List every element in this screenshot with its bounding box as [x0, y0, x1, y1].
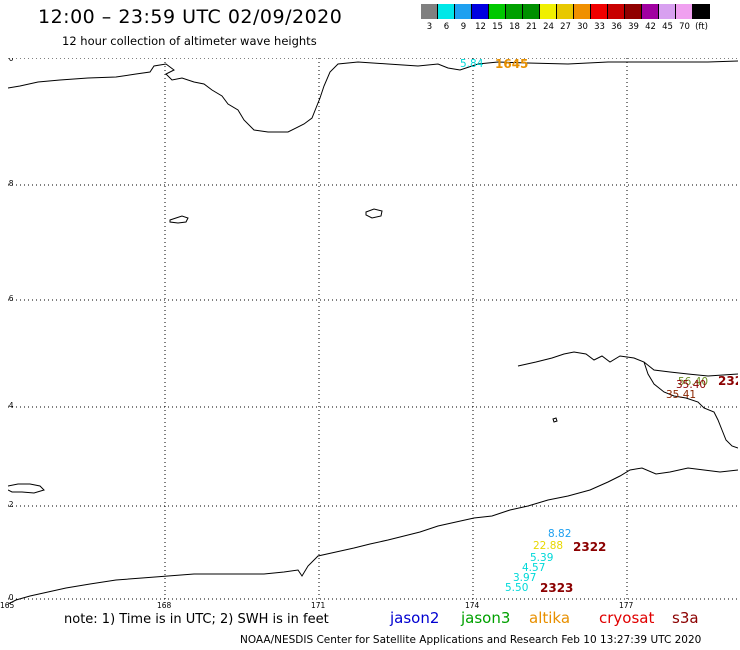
color-scale-tick: 9	[460, 22, 467, 32]
color-scale-bar: 3 6 9 12 15 18 21 24 27 30 33 36 39 42 45 70 (ft)	[421, 4, 710, 34]
color-scale-tick: 42	[645, 22, 656, 32]
color-scale-tick: 70	[679, 22, 690, 32]
color-swatch	[642, 4, 659, 19]
pass-label: 1645	[495, 58, 529, 71]
legend-altika: altika	[529, 609, 571, 627]
color-scale-tick: 27	[560, 22, 571, 32]
color-swatch	[438, 4, 455, 19]
color-swatch	[506, 4, 523, 19]
legend-jason3: jason3	[461, 609, 511, 627]
island-west	[169, 215, 189, 224]
lat-label: 60	[8, 593, 14, 602]
color-swatch	[523, 4, 540, 19]
lon-label: 171	[311, 601, 326, 610]
island-east	[365, 208, 383, 219]
map-canvas	[8, 58, 738, 606]
color-scale-tick: 18	[509, 22, 520, 32]
color-scale-tick: 24	[543, 22, 554, 32]
lon-label: 165	[0, 601, 15, 610]
lat-label: 68	[8, 179, 14, 188]
color-swatch	[455, 4, 472, 19]
lat-label: 70	[8, 58, 14, 63]
color-scale-tick: 3	[426, 22, 433, 32]
color-swatch	[574, 4, 591, 19]
footer-credit: NOAA/NESDIS Center for Satellite Applica…	[240, 634, 702, 646]
lon-label: 174	[465, 601, 480, 610]
legend-jason2: jason2	[390, 609, 440, 627]
color-swatch	[693, 4, 710, 19]
color-scale-tick: 12	[475, 22, 486, 32]
swh-observation: 35.41	[666, 389, 697, 401]
color-swatch	[489, 4, 506, 19]
norton-sound-coast	[643, 361, 738, 449]
chukotka-north-coast	[8, 60, 738, 133]
lat-label: 66	[8, 294, 14, 303]
swh-observation: 5.50	[505, 582, 529, 594]
swh-observation: 3.97	[513, 572, 537, 584]
map-title: 12:00 – 23:59 UTC 02/09/2020	[38, 6, 343, 28]
color-swatch	[540, 4, 557, 19]
color-scale-tick: 33	[594, 22, 605, 32]
color-scale-tick: 36	[611, 22, 622, 32]
sledge-island	[552, 417, 558, 423]
color-swatch	[557, 4, 574, 19]
saint-lawrence-island	[8, 483, 45, 494]
swh-observation: 5.84	[460, 58, 484, 70]
color-scale-ticks: 3 6 9 12 15 18 21 24 27 30 33 36 39 42 45 70 (ft)	[421, 22, 710, 32]
legend-s3a: s3a	[672, 609, 699, 627]
color-scale-tick: (ft)	[695, 22, 708, 32]
longitude-gridlines	[164, 58, 628, 606]
latitude-gridlines	[8, 58, 738, 600]
swh-observation: 56.40	[678, 376, 709, 388]
pass-label: 2322	[573, 540, 607, 554]
coastlines	[8, 60, 738, 605]
swh-observation: 8.82	[548, 528, 572, 540]
map-subtitle: 12 hour collection of altimeter wave hei…	[62, 34, 317, 48]
color-scale-tick: 21	[526, 22, 537, 32]
color-swatch	[591, 4, 608, 19]
color-swatch	[421, 4, 438, 19]
swh-observation: 22.88	[533, 540, 564, 552]
pass-label: 2322	[718, 374, 738, 388]
lon-label: 168	[157, 601, 172, 610]
color-scale-tick: 39	[628, 22, 639, 32]
swh-observation: 4.57	[522, 562, 546, 574]
seward-peninsula-coast	[517, 351, 738, 377]
color-scale-tick: 15	[492, 22, 503, 32]
altimeter-map[interactable]: 70 68 66 64 62 60 5.84 1645 56.40 35.40 …	[8, 58, 738, 606]
legend-cryosat: cryosat	[599, 609, 655, 627]
color-swatch	[625, 4, 642, 19]
alaska-southwest-coast	[8, 467, 738, 605]
lon-label: 177	[619, 601, 634, 610]
color-swatch	[659, 4, 676, 19]
color-swatch	[676, 4, 693, 19]
color-swatches	[421, 4, 710, 20]
color-swatch	[472, 4, 489, 19]
swh-observation: 5.39	[530, 552, 554, 564]
lat-label: 64	[8, 401, 14, 410]
color-swatch	[608, 4, 625, 19]
units-note: note: 1) Time is in UTC; 2) SWH is in fe…	[64, 612, 329, 627]
swh-observation: 35.40	[676, 379, 707, 391]
color-scale-tick: 30	[577, 22, 588, 32]
lat-label: 62	[8, 500, 14, 509]
pass-label: 2323	[540, 581, 574, 595]
color-scale-tick: 45	[662, 22, 673, 32]
color-scale-tick: 6	[443, 22, 450, 32]
